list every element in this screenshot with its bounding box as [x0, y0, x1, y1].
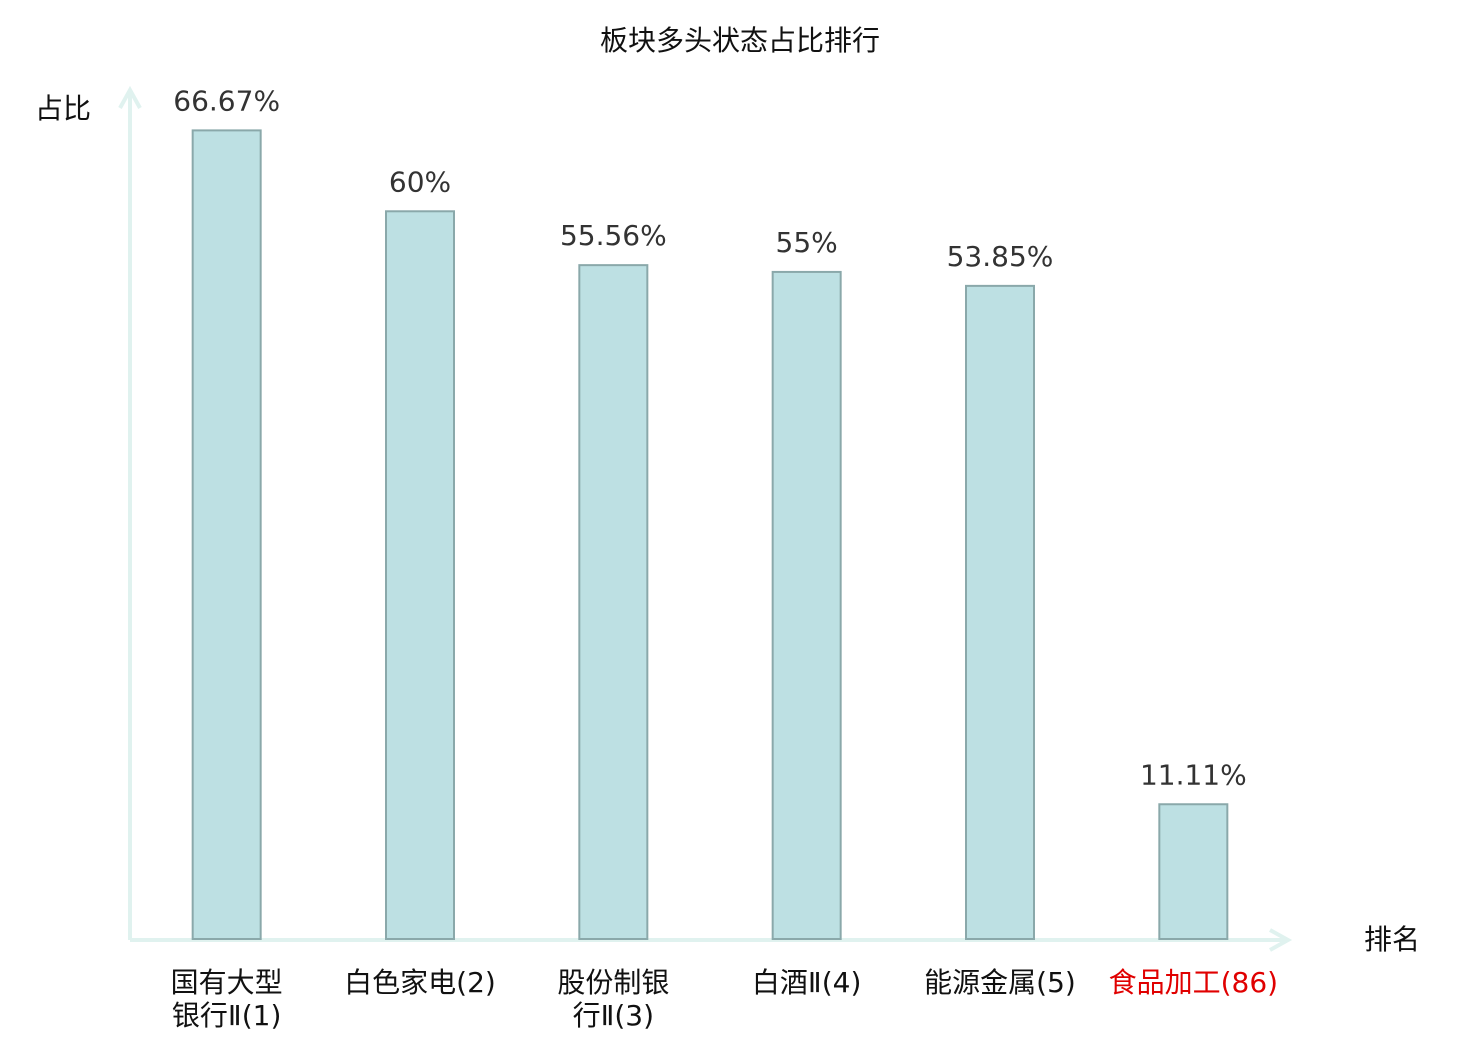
chart-title: 板块多头状态占比排行 — [600, 24, 880, 57]
bar — [965, 284, 1035, 941]
bar — [578, 264, 649, 940]
value-label: 11.11% — [1140, 758, 1247, 791]
x-tick-label: 白酒Ⅱ(4) — [751, 966, 862, 999]
x-axis-label: 排名 — [1364, 923, 1420, 956]
x-tick-label: 国有大型 银行Ⅱ(1) — [170, 966, 283, 1032]
y-axis-label: 占比 — [35, 92, 91, 125]
value-label: 66.67% — [173, 84, 280, 117]
x-tick-label: 股份制银 行Ⅱ(3) — [557, 966, 670, 1032]
bar — [771, 270, 842, 940]
bar — [191, 129, 262, 941]
y-axis-arrow — [118, 85, 142, 109]
x-tick-label: 白色家电(2) — [344, 966, 496, 999]
x-tick-label: 食品加工(86) — [1108, 966, 1279, 999]
value-label: 60% — [389, 165, 451, 198]
value-label: 55.56% — [560, 219, 667, 252]
value-label: 53.85% — [947, 240, 1054, 273]
x-axis-arrow — [1269, 928, 1293, 952]
value-label: 55% — [776, 226, 838, 259]
bar — [1158, 803, 1229, 941]
x-tick-label: 能源金属(5) — [924, 966, 1076, 999]
bar — [385, 210, 455, 941]
